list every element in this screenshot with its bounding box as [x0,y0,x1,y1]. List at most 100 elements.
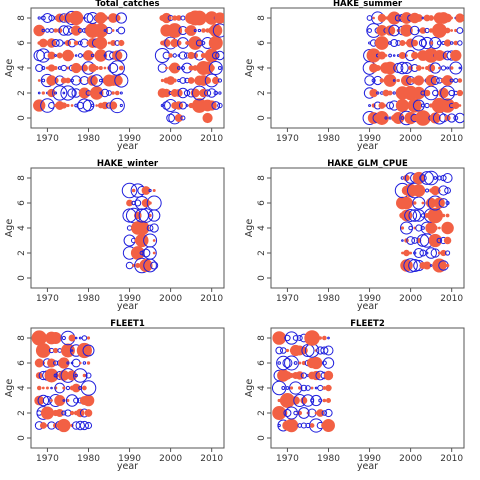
y-tick-label: 8 [257,175,267,181]
residual-bubble-negative [37,91,41,95]
residual-bubble-positive [443,39,452,47]
y-tick-label: 4 [17,225,27,231]
residual-bubble-negative [77,98,92,113]
residual-bubble-positive [396,78,400,83]
residual-bubble-negative [208,61,223,75]
residual-bubble-positive [50,399,53,402]
residual-bubble-negative [73,397,80,404]
y-tick-label: 6 [17,200,27,206]
residual-bubble-negative [322,357,335,369]
y-tick-label: 2 [257,410,267,416]
residual-bubble-positive [33,24,45,37]
residual-bubble-positive [383,74,397,87]
y-tick-label: 4 [17,65,27,71]
residual-bubble-negative [392,91,396,95]
y-tick-label: 2 [17,90,27,96]
y-axis-label: Age [4,59,15,78]
residual-bubble-negative [176,66,181,70]
residual-bubble-positive [374,111,389,125]
y-tick-label: 6 [257,40,267,46]
panel-hake-summer: HAKE_summer 1970 1980 1990 2000 2010 0 2 4 6 8 year… [244,0,465,152]
residual-bubble-positive [165,66,168,70]
y-tick-label: 2 [257,250,267,256]
y-tick-label: 6 [17,40,27,46]
x-tick-label: 1990 [118,294,141,304]
residual-bubble-negative [456,27,464,34]
residual-bubble-negative [392,79,396,82]
residual-bubble-negative [203,89,212,97]
residual-bubble-positive [282,336,285,340]
residual-bubble-positive [409,251,413,255]
residual-bubble-negative [271,380,287,396]
x-tick-label: 1970 [276,294,299,304]
residual-bubble-negative [285,386,290,390]
residual-bubble-negative [446,66,450,70]
residual-bubble-negative [300,372,308,379]
residual-bubble-negative [123,234,136,247]
residual-bubble-negative [323,345,334,356]
panel-fleet2: FLEET2 1970 1980 1990 2000 2010 0 2 4 6 8 year Age [244,319,465,472]
residual-bubble-positive [209,24,223,37]
residual-bubble-positive [174,113,183,123]
residual-bubble-positive [441,221,454,235]
residual-bubble-positive [421,79,425,82]
residual-bubble-negative [436,237,443,244]
x-axis-label: year [117,461,138,472]
y-axis-label: Age [244,379,255,398]
residual-bubble-positive [107,41,111,45]
residual-bubble-negative [296,335,303,341]
x-tick-label: 2010 [440,134,463,144]
residual-bubble-positive [152,251,156,255]
residual-bubble-positive [78,16,82,20]
residual-bubble-negative [376,91,380,95]
residual-bubble-positive [148,201,152,205]
residual-bubble-negative [413,247,424,259]
residual-bubble-negative [48,102,55,109]
residual-bubble-negative [449,41,454,45]
panel-hake-winter: HAKE_winter 1970 1980 1990 2000 2010 0 2 4 6 8 year… [4,159,225,312]
residual-bubble-positive [83,50,94,61]
residual-bubble-negative [108,62,119,74]
residual-bubble-negative [115,12,127,24]
residual-bubble-negative [324,408,333,418]
residual-bubble-negative [320,346,329,355]
residual-bubble-negative [215,50,224,61]
residual-bubble-negative [82,99,95,112]
x-tick-label: 1980 [317,294,340,304]
residual-bubble-positive [84,409,93,417]
residual-bubble-positive [285,348,290,353]
residual-bubble-positive [445,213,450,218]
y-tick-label: 0 [17,435,27,441]
residual-bubble-positive [169,62,181,74]
residual-bubble-negative [368,104,371,107]
residual-bubble-positive [384,54,388,57]
residual-bubble-negative [67,88,77,98]
residual-bubble-positive [56,52,63,59]
residual-bubble-positive [445,263,450,268]
residual-bubble-negative [217,78,223,83]
residual-bubble-positive [322,398,327,403]
residual-bubble-positive [310,386,314,390]
residual-bubble-positive [401,251,404,255]
y-tick-label: 0 [257,435,267,441]
residual-bubble-negative [421,226,425,230]
residual-bubble-positive [383,40,389,46]
residual-bubble-negative [425,188,430,193]
residual-bubble-negative [178,51,188,60]
x-tick-label: 1990 [358,134,381,144]
residual-bubble-negative [300,384,308,392]
residual-bubble-negative [84,421,93,430]
residual-bubble-positive [437,251,441,255]
x-tick-label: 1970 [36,294,59,304]
residual-bubble-negative [90,103,95,108]
residual-bubble-negative [316,346,325,355]
residual-bubble-positive [141,186,151,195]
residual-bubble-positive [400,24,413,37]
residual-bubble-positive [45,349,49,352]
residual-bubble-negative [75,420,85,431]
residual-bubble-positive [450,16,454,20]
residual-bubble-positive [423,261,432,270]
residual-bubble-positive [65,77,71,84]
residual-bubble-positive [86,336,91,340]
residual-bubble-negative [310,394,322,407]
